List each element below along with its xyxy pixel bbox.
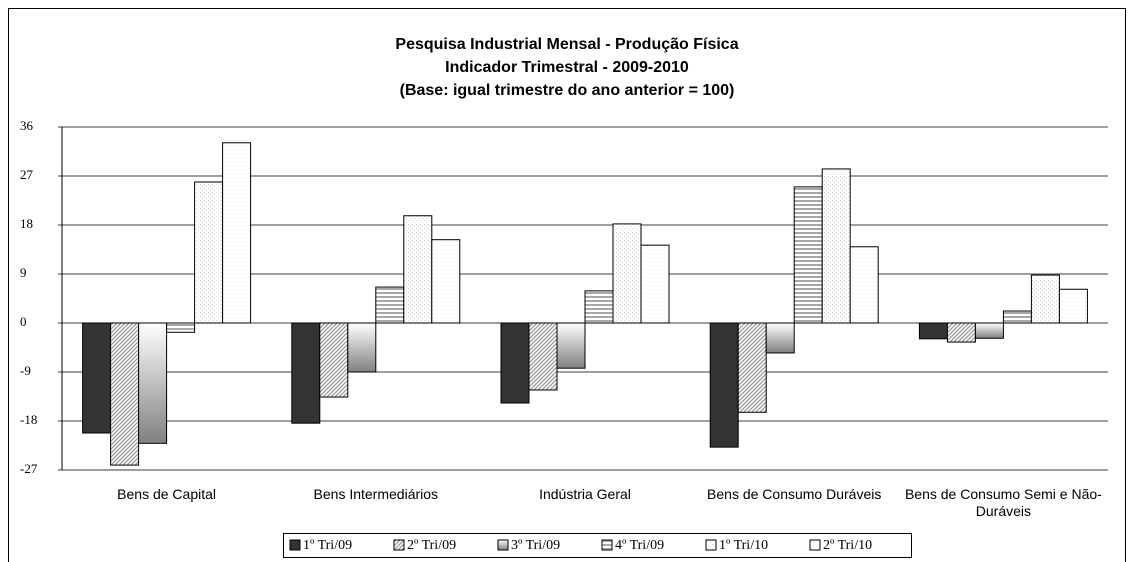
y-tick-label: 36 — [20, 118, 34, 133]
bar — [375, 286, 405, 324]
bar — [166, 322, 196, 333]
bar — [765, 322, 795, 354]
bar — [1030, 274, 1060, 324]
bar — [1002, 310, 1032, 324]
bar — [556, 322, 586, 369]
bar — [347, 322, 377, 373]
bar — [612, 223, 642, 324]
x-tick-label: Bens de Consumo Duráveis — [707, 486, 882, 502]
bar — [918, 322, 948, 340]
y-tick-label: 27 — [20, 167, 34, 182]
x-tick-label: Bens de Capital — [117, 486, 217, 502]
bar — [291, 322, 321, 424]
bar — [946, 322, 976, 343]
legend-label: 2º Tri/10 — [823, 538, 872, 553]
legend-swatch — [601, 539, 613, 551]
legend-label: 1º Tri/10 — [719, 538, 768, 553]
bar — [138, 322, 168, 444]
bar — [709, 322, 739, 448]
bar — [640, 244, 670, 324]
bar — [528, 322, 558, 391]
y-tick-label: 0 — [20, 314, 27, 329]
bar — [793, 186, 823, 324]
bar — [584, 290, 614, 324]
bar — [737, 322, 767, 413]
legend-swatch — [809, 539, 821, 551]
legend-label: 3º Tri/09 — [511, 538, 560, 553]
bar — [431, 239, 461, 324]
bar — [194, 181, 224, 324]
x-tick-label: Bens Intermediários — [313, 486, 439, 502]
bar — [319, 322, 349, 398]
bar — [110, 322, 140, 466]
bar — [403, 215, 433, 324]
y-tick-label: -27 — [20, 461, 38, 476]
y-tick-label: -18 — [20, 412, 37, 427]
legend-label: 4º Tri/09 — [615, 538, 664, 553]
x-tick-label: Indústria Geral — [539, 486, 631, 502]
chart-title: (Base: igual trimestre do ano anterior =… — [400, 82, 735, 99]
frame — [8, 8, 1126, 562]
y-tick-label: 9 — [20, 265, 27, 280]
bar — [974, 322, 1004, 339]
legend-swatch — [393, 539, 405, 551]
bar — [1058, 288, 1088, 324]
legend-swatch — [289, 539, 301, 551]
bar — [849, 246, 879, 324]
chart-title: Pesquisa Industrial Mensal - Produção Fí… — [395, 36, 738, 53]
bar — [222, 142, 252, 324]
bar — [821, 168, 851, 324]
y-tick-label: -9 — [20, 363, 31, 378]
legend-swatch — [497, 539, 509, 551]
legend-label: 1º Tri/09 — [303, 538, 352, 553]
bar — [82, 322, 112, 434]
chart-title: Indicador Trimestral - 2009-2010 — [445, 59, 689, 76]
legend-swatch — [705, 539, 717, 551]
legend-box — [283, 533, 912, 558]
bar — [500, 322, 530, 404]
legend-label: 2º Tri/09 — [407, 538, 456, 553]
x-tick-label: Bens de Consumo Semi e Não-Duráveis — [904, 486, 1102, 519]
y-tick-label: 18 — [20, 216, 33, 231]
